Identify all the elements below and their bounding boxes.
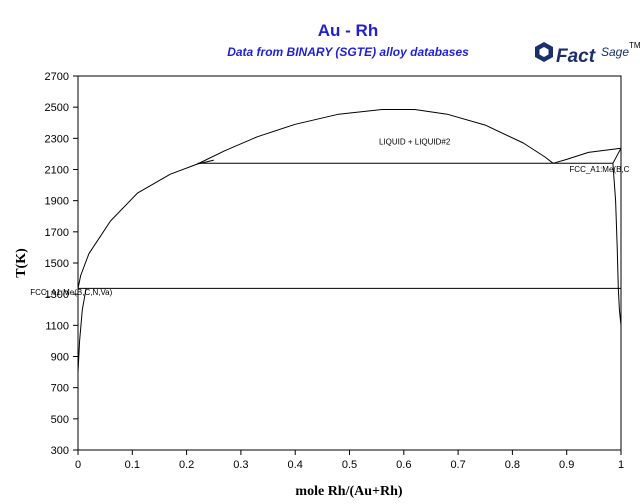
factsage-logo-mark-icon — [535, 42, 553, 62]
y-tick-label: 1100 — [45, 320, 69, 332]
y-axis: 300 500 700 900 1100 1300 1500 1700 1900 2100 2300… — [45, 71, 78, 457]
phase-label: FCC_A1:Me(B,C — [569, 165, 629, 174]
phase-labels: LIQUID + LIQUID#2 FCC_A1:Me(B,C FCC_A1:Me(… — [30, 138, 629, 297]
phase-label: FCC_A1:Me(B,C,N,Va) — [30, 288, 112, 297]
phase-boundary-line — [77, 159, 214, 289]
x-tick-label: 0.5 — [342, 459, 357, 471]
phase-boundary-line — [197, 109, 554, 165]
x-tick-label: 0.4 — [288, 459, 303, 471]
x-tick-label: 0.3 — [233, 459, 248, 471]
x-tick-label: 0.2 — [179, 459, 194, 471]
y-tick-label: 1500 — [45, 258, 69, 270]
x-tick-label: 0.8 — [505, 459, 520, 471]
y-axis-label: T(K) — [14, 248, 29, 278]
y-tick-label: 500 — [51, 414, 69, 426]
x-tick-label: 0.7 — [450, 459, 465, 471]
logo-tm: TM — [629, 41, 640, 50]
x-tick-label: 0.6 — [396, 459, 411, 471]
chart-subtitle: Data from BINARY (SGTE) alloy databases — [227, 45, 469, 59]
plot-frame — [77, 75, 622, 451]
phase-label: LIQUID + LIQUID#2 — [379, 138, 451, 147]
x-tick-label: 0.9 — [559, 459, 574, 471]
y-tick-label: 2300 — [45, 133, 69, 145]
chart-title: Au - Rh — [318, 21, 378, 40]
phase-boundaries — [77, 109, 622, 373]
y-tick-label: 700 — [51, 383, 69, 395]
y-tick-label: 900 — [51, 352, 69, 364]
y-tick-label: 1700 — [45, 227, 69, 239]
y-tick-label: 1900 — [45, 196, 69, 208]
phase-boundary-line — [612, 163, 622, 326]
logo-text-fact: Fact — [556, 46, 596, 67]
y-tick-label: 2500 — [45, 102, 69, 114]
x-tick-label: 0.1 — [125, 459, 140, 471]
phase-boundary-line — [612, 147, 622, 164]
x-axis: 0 0.1 0.2 0.3 0.4 0.5 0.6 0.7 0.8 0.9 1 — [75, 450, 624, 471]
phase-boundary-line — [552, 147, 622, 164]
y-tick-label: 2100 — [45, 165, 69, 177]
x-tick-label: 0 — [75, 459, 81, 471]
y-tick-label: 2700 — [45, 71, 69, 83]
factsage-logo: Fact Sage TM — [535, 41, 640, 67]
y-tick-label: 1300 — [45, 289, 69, 301]
y-tick-label: 300 — [51, 445, 69, 457]
x-tick-label: 1 — [618, 459, 624, 471]
x-axis-label: mole Rh/(Au+Rh) — [295, 484, 402, 499]
phase-boundary-line — [77, 288, 87, 373]
logo-text-sage: Sage — [601, 45, 629, 59]
